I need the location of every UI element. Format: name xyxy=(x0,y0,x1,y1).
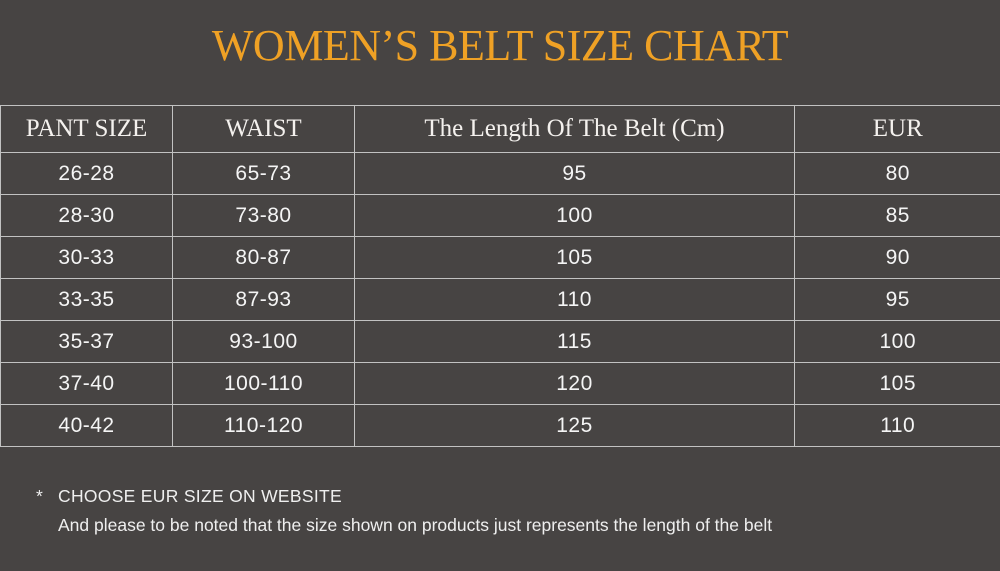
cell-eur: 90 xyxy=(794,236,1000,279)
cell-belt-length: 100 xyxy=(354,194,795,237)
footnote: * CHOOSE EUR SIZE ON WEBSITE And please t… xyxy=(36,486,772,535)
cell-eur: 95 xyxy=(794,278,1000,321)
column-header-eur: EUR xyxy=(794,105,1000,153)
cell-pant-size: 26-28 xyxy=(0,152,173,195)
cell-eur: 85 xyxy=(794,194,1000,237)
table-row: 35-37 93-100 115 100 xyxy=(0,320,1000,363)
cell-belt-length: 120 xyxy=(354,362,795,405)
cell-belt-length: 95 xyxy=(354,152,795,195)
column-header-waist: WAIST xyxy=(172,105,355,153)
table-row: 40-42 110-120 125 110 xyxy=(0,404,1000,447)
asterisk-marker: * xyxy=(36,486,44,506)
table-row: 26-28 65-73 95 80 xyxy=(0,152,1000,195)
cell-belt-length: 105 xyxy=(354,236,795,279)
footnote-line-2: And please to be noted that the size sho… xyxy=(58,515,773,535)
cell-eur: 110 xyxy=(794,404,1000,447)
cell-waist: 110-120 xyxy=(172,404,355,447)
page-title: WOMEN’S BELT SIZE CHART xyxy=(211,21,789,70)
cell-belt-length: 125 xyxy=(354,404,795,447)
table-row: 33-35 87-93 110 95 xyxy=(0,278,1000,321)
cell-waist: 73-80 xyxy=(172,194,355,237)
cell-pant-size: 40-42 xyxy=(0,404,173,447)
cell-waist: 80-87 xyxy=(172,236,355,279)
cell-pant-size: 30-33 xyxy=(0,236,173,279)
cell-waist: 87-93 xyxy=(172,278,355,321)
cell-eur: 80 xyxy=(794,152,1000,195)
table-row: 37-40 100-110 120 105 xyxy=(0,362,1000,405)
footnote-line-1: * CHOOSE EUR SIZE ON WEBSITE xyxy=(36,486,772,506)
column-header-belt-length: The Length Of The Belt (Cm) xyxy=(354,105,795,153)
table-row: 28-30 73-80 100 85 xyxy=(0,194,1000,237)
table-header-row: PANT SIZE WAIST The Length Of The Belt (… xyxy=(0,105,1000,153)
cell-belt-length: 110 xyxy=(354,278,795,321)
column-header-pant-size: PANT SIZE xyxy=(0,105,173,153)
cell-pant-size: 28-30 xyxy=(0,194,173,237)
cell-eur: 100 xyxy=(794,320,1000,363)
table-row: 30-33 80-87 105 90 xyxy=(0,236,1000,279)
cell-belt-length: 115 xyxy=(354,320,795,363)
cell-waist: 65-73 xyxy=(172,152,355,195)
cell-pant-size: 37-40 xyxy=(0,362,173,405)
footnote-line-1-text: CHOOSE EUR SIZE ON WEBSITE xyxy=(58,486,342,506)
cell-eur: 105 xyxy=(794,362,1000,405)
cell-waist: 100-110 xyxy=(172,362,355,405)
cell-waist: 93-100 xyxy=(172,320,355,363)
cell-pant-size: 35-37 xyxy=(0,320,173,363)
cell-pant-size: 33-35 xyxy=(0,278,173,321)
size-table: PANT SIZE WAIST The Length Of The Belt (… xyxy=(0,105,1000,447)
